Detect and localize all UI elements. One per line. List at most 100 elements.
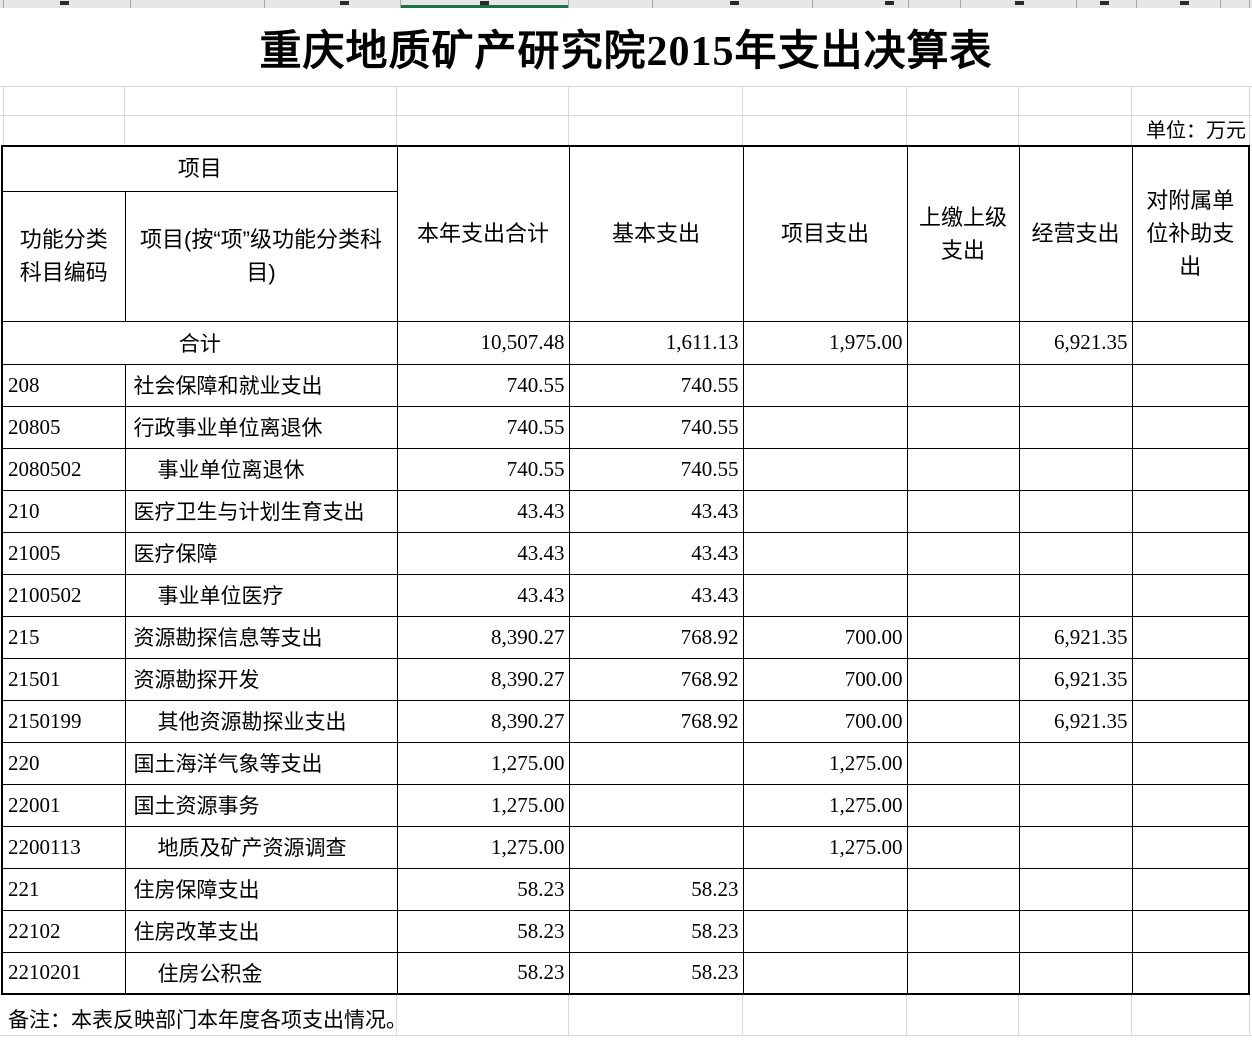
value-cell[interactable] bbox=[1018, 909, 1133, 953]
value-cell[interactable] bbox=[742, 405, 908, 449]
value-cell[interactable] bbox=[906, 657, 1020, 701]
value-cell[interactable]: 740.55 bbox=[568, 405, 744, 449]
value-cell[interactable] bbox=[1131, 573, 1250, 617]
value-cell[interactable]: 740.55 bbox=[396, 447, 570, 491]
value-cell[interactable]: 6,921.35 bbox=[1018, 657, 1133, 701]
value-cell[interactable]: 8,390.27 bbox=[396, 699, 570, 743]
total-value-cell[interactable]: 1,611.13 bbox=[568, 320, 744, 365]
value-cell[interactable] bbox=[906, 951, 1020, 995]
value-cell[interactable] bbox=[1018, 951, 1133, 995]
value-cell[interactable] bbox=[1131, 615, 1250, 659]
value-cell[interactable] bbox=[906, 531, 1020, 575]
value-cell[interactable]: 1,275.00 bbox=[396, 783, 570, 827]
value-cell[interactable] bbox=[906, 699, 1020, 743]
item-name-cell[interactable]: 事业单位离退休 bbox=[124, 447, 398, 491]
value-cell[interactable]: 740.55 bbox=[396, 405, 570, 449]
code-cell[interactable]: 21005 bbox=[1, 531, 126, 575]
code-cell[interactable]: 21501 bbox=[1, 657, 126, 701]
header-col-operating[interactable]: 经营支出 bbox=[1018, 145, 1133, 322]
value-cell[interactable]: 1,275.00 bbox=[396, 741, 570, 785]
value-cell[interactable]: 1,275.00 bbox=[742, 825, 908, 869]
header-col-basic[interactable]: 基本支出 bbox=[568, 145, 744, 322]
code-cell[interactable]: 208 bbox=[1, 363, 126, 407]
item-name-cell[interactable]: 其他资源勘探业支出 bbox=[124, 699, 398, 743]
item-name-cell[interactable]: 国土资源事务 bbox=[124, 783, 398, 827]
value-cell[interactable]: 768.92 bbox=[568, 615, 744, 659]
value-cell[interactable]: 768.92 bbox=[568, 699, 744, 743]
value-cell[interactable] bbox=[742, 489, 908, 533]
value-cell[interactable]: 58.23 bbox=[568, 951, 744, 995]
value-cell[interactable]: 700.00 bbox=[742, 615, 908, 659]
value-cell[interactable] bbox=[1018, 405, 1133, 449]
value-cell[interactable]: 58.23 bbox=[568, 867, 744, 911]
value-cell[interactable]: 740.55 bbox=[396, 363, 570, 407]
value-cell[interactable] bbox=[1018, 489, 1133, 533]
value-cell[interactable]: 6,921.35 bbox=[1018, 615, 1133, 659]
value-cell[interactable]: 58.23 bbox=[568, 909, 744, 953]
value-cell[interactable]: 43.43 bbox=[396, 531, 570, 575]
value-cell[interactable]: 1,275.00 bbox=[396, 825, 570, 869]
value-cell[interactable] bbox=[1018, 447, 1133, 491]
item-name-cell[interactable]: 资源勘探开发 bbox=[124, 657, 398, 701]
total-value-cell[interactable] bbox=[1131, 320, 1250, 365]
value-cell[interactable] bbox=[1018, 825, 1133, 869]
value-cell[interactable]: 6,921.35 bbox=[1018, 699, 1133, 743]
code-cell[interactable]: 2080502 bbox=[1, 447, 126, 491]
value-cell[interactable] bbox=[568, 741, 744, 785]
total-value-cell[interactable]: 6,921.35 bbox=[1018, 320, 1133, 365]
value-cell[interactable] bbox=[1131, 489, 1250, 533]
value-cell[interactable]: 1,275.00 bbox=[742, 783, 908, 827]
value-cell[interactable]: 58.23 bbox=[396, 909, 570, 953]
value-cell[interactable] bbox=[906, 783, 1020, 827]
value-cell[interactable] bbox=[906, 405, 1020, 449]
total-value-cell[interactable] bbox=[906, 320, 1020, 365]
value-cell[interactable] bbox=[568, 825, 744, 869]
value-cell[interactable]: 700.00 bbox=[742, 699, 908, 743]
value-cell[interactable] bbox=[1131, 657, 1250, 701]
item-name-cell[interactable]: 社会保障和就业支出 bbox=[124, 363, 398, 407]
code-cell[interactable]: 215 bbox=[1, 615, 126, 659]
value-cell[interactable] bbox=[1131, 363, 1250, 407]
item-name-cell[interactable]: 国土海洋气象等支出 bbox=[124, 741, 398, 785]
value-cell[interactable]: 740.55 bbox=[568, 363, 744, 407]
value-cell[interactable] bbox=[1018, 783, 1133, 827]
code-cell[interactable]: 22001 bbox=[1, 783, 126, 827]
value-cell[interactable] bbox=[1131, 741, 1250, 785]
value-cell[interactable]: 700.00 bbox=[742, 657, 908, 701]
value-cell[interactable] bbox=[742, 531, 908, 575]
value-cell[interactable]: 43.43 bbox=[568, 489, 744, 533]
value-cell[interactable]: 43.43 bbox=[396, 489, 570, 533]
value-cell[interactable] bbox=[1018, 363, 1133, 407]
value-cell[interactable] bbox=[906, 363, 1020, 407]
value-cell[interactable] bbox=[1131, 699, 1250, 743]
code-cell[interactable]: 2100502 bbox=[1, 573, 126, 617]
value-cell[interactable] bbox=[1131, 825, 1250, 869]
value-cell[interactable]: 43.43 bbox=[568, 531, 744, 575]
item-name-cell[interactable]: 地质及矿产资源调查 bbox=[124, 825, 398, 869]
value-cell[interactable] bbox=[906, 741, 1020, 785]
value-cell[interactable] bbox=[1018, 867, 1133, 911]
value-cell[interactable] bbox=[906, 909, 1020, 953]
code-cell[interactable]: 2150199 bbox=[1, 699, 126, 743]
value-cell[interactable] bbox=[1018, 531, 1133, 575]
item-name-cell[interactable]: 行政事业单位离退休 bbox=[124, 405, 398, 449]
value-cell[interactable] bbox=[742, 951, 908, 995]
value-cell[interactable] bbox=[742, 867, 908, 911]
header-group-project[interactable]: 项目 bbox=[1, 145, 398, 192]
value-cell[interactable] bbox=[1131, 909, 1250, 953]
value-cell[interactable] bbox=[1131, 405, 1250, 449]
value-cell[interactable] bbox=[906, 867, 1020, 911]
item-name-cell[interactable]: 住房保障支出 bbox=[124, 867, 398, 911]
value-cell[interactable]: 43.43 bbox=[568, 573, 744, 617]
total-value-cell[interactable]: 10,507.48 bbox=[396, 320, 570, 365]
value-cell[interactable] bbox=[1018, 741, 1133, 785]
code-cell[interactable]: 20805 bbox=[1, 405, 126, 449]
item-name-cell[interactable]: 资源勘探信息等支出 bbox=[124, 615, 398, 659]
code-cell[interactable]: 2200113 bbox=[1, 825, 126, 869]
total-label-cell[interactable]: 合计 bbox=[1, 320, 398, 365]
value-cell[interactable] bbox=[1131, 783, 1250, 827]
value-cell[interactable] bbox=[742, 909, 908, 953]
value-cell[interactable] bbox=[906, 489, 1020, 533]
value-cell[interactable]: 8,390.27 bbox=[396, 615, 570, 659]
code-cell[interactable]: 22102 bbox=[1, 909, 126, 953]
